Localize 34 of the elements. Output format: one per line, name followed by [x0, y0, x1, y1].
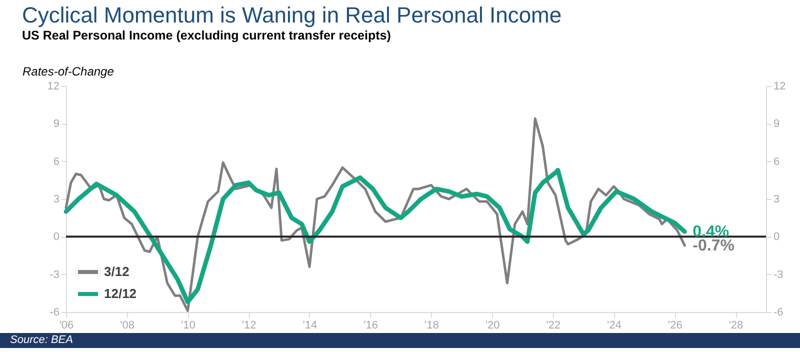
x-tick-label: '10 — [181, 320, 196, 332]
x-tick-label: '22 — [546, 320, 561, 332]
y2-tick-label: -6 — [774, 306, 784, 318]
y-tick-label: 0 — [53, 231, 60, 244]
y2-tick-label: 6 — [774, 156, 780, 168]
x-tick-label: '24 — [607, 320, 622, 332]
legend-label: 12/12 — [104, 286, 137, 301]
x-tick-label: '16 — [364, 320, 378, 332]
y2-tick-label: -3 — [774, 268, 784, 281]
y-tick-label: 3 — [53, 194, 60, 206]
source-note: Source: BEA — [0, 333, 800, 348]
chart-title: Cyclical Momentum is Waning in Real Personal Income — [22, 2, 562, 28]
legend-label: 3/12 — [104, 264, 130, 279]
y-tick-label: 12 — [47, 80, 60, 92]
annotation: -0.7% — [692, 237, 734, 254]
x-tick-label: '14 — [302, 320, 318, 332]
x-tick-label: '28 — [728, 320, 744, 332]
y2-tick-label: 3 — [774, 194, 780, 206]
y-axis-title: Rates-of-Change — [22, 64, 114, 78]
x-tick-label: '12 — [242, 320, 256, 332]
y-tick-label: -3 — [50, 268, 60, 281]
y2-tick-label: 12 — [774, 80, 786, 92]
y2-tick-label: 0 — [774, 231, 780, 244]
x-tick-label: '20 — [485, 320, 500, 332]
y-tick-label: 9 — [53, 118, 60, 130]
y-tick-label: -6 — [50, 306, 60, 318]
x-tick-label: '26 — [668, 320, 682, 332]
x-tick-label: '08 — [120, 320, 134, 332]
line-series — [64, 168, 687, 304]
x-tick-label: '06 — [59, 320, 74, 332]
y-tick-label: 6 — [53, 156, 60, 168]
chart-subtitle: US Real Personal Income (excluding current transfer receipts) — [22, 28, 391, 42]
x-tick-label: '18 — [424, 320, 439, 332]
y2-tick-label: 9 — [774, 118, 780, 130]
